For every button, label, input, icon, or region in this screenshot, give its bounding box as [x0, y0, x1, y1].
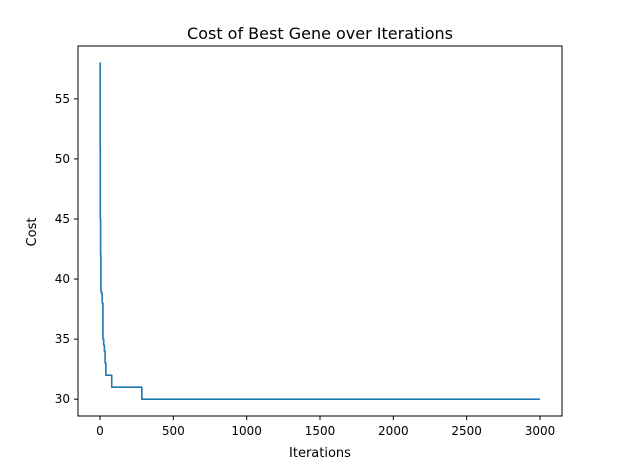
series-line	[99, 62, 540, 400]
x-tick-label: 3000	[525, 424, 556, 438]
x-tick-label: 500	[162, 424, 185, 438]
x-tick-label: 1000	[231, 424, 262, 438]
y-tick-label: 30	[55, 392, 70, 406]
y-tick-label: 35	[55, 332, 70, 346]
y-tick-label: 55	[55, 92, 70, 106]
chart-title: Cost of Best Gene over Iterations	[187, 24, 453, 43]
y-tick-label: 50	[55, 152, 70, 166]
x-tick-label: 2000	[378, 424, 409, 438]
y-axis-label: Cost	[25, 218, 40, 247]
x-axis-label: Iterations	[289, 446, 351, 461]
y-tick-label: 40	[55, 272, 70, 286]
y-tick-label: 45	[55, 212, 70, 226]
x-tick-label: 0	[96, 424, 104, 438]
x-tick-label: 1500	[305, 424, 336, 438]
x-axis: 0 500 1000 1500 2000 2500 3000	[96, 416, 555, 438]
series-layer	[99, 62, 540, 400]
y-axis: 30 35 40 45 50 55	[55, 92, 78, 406]
x-tick-label: 2500	[451, 424, 482, 438]
